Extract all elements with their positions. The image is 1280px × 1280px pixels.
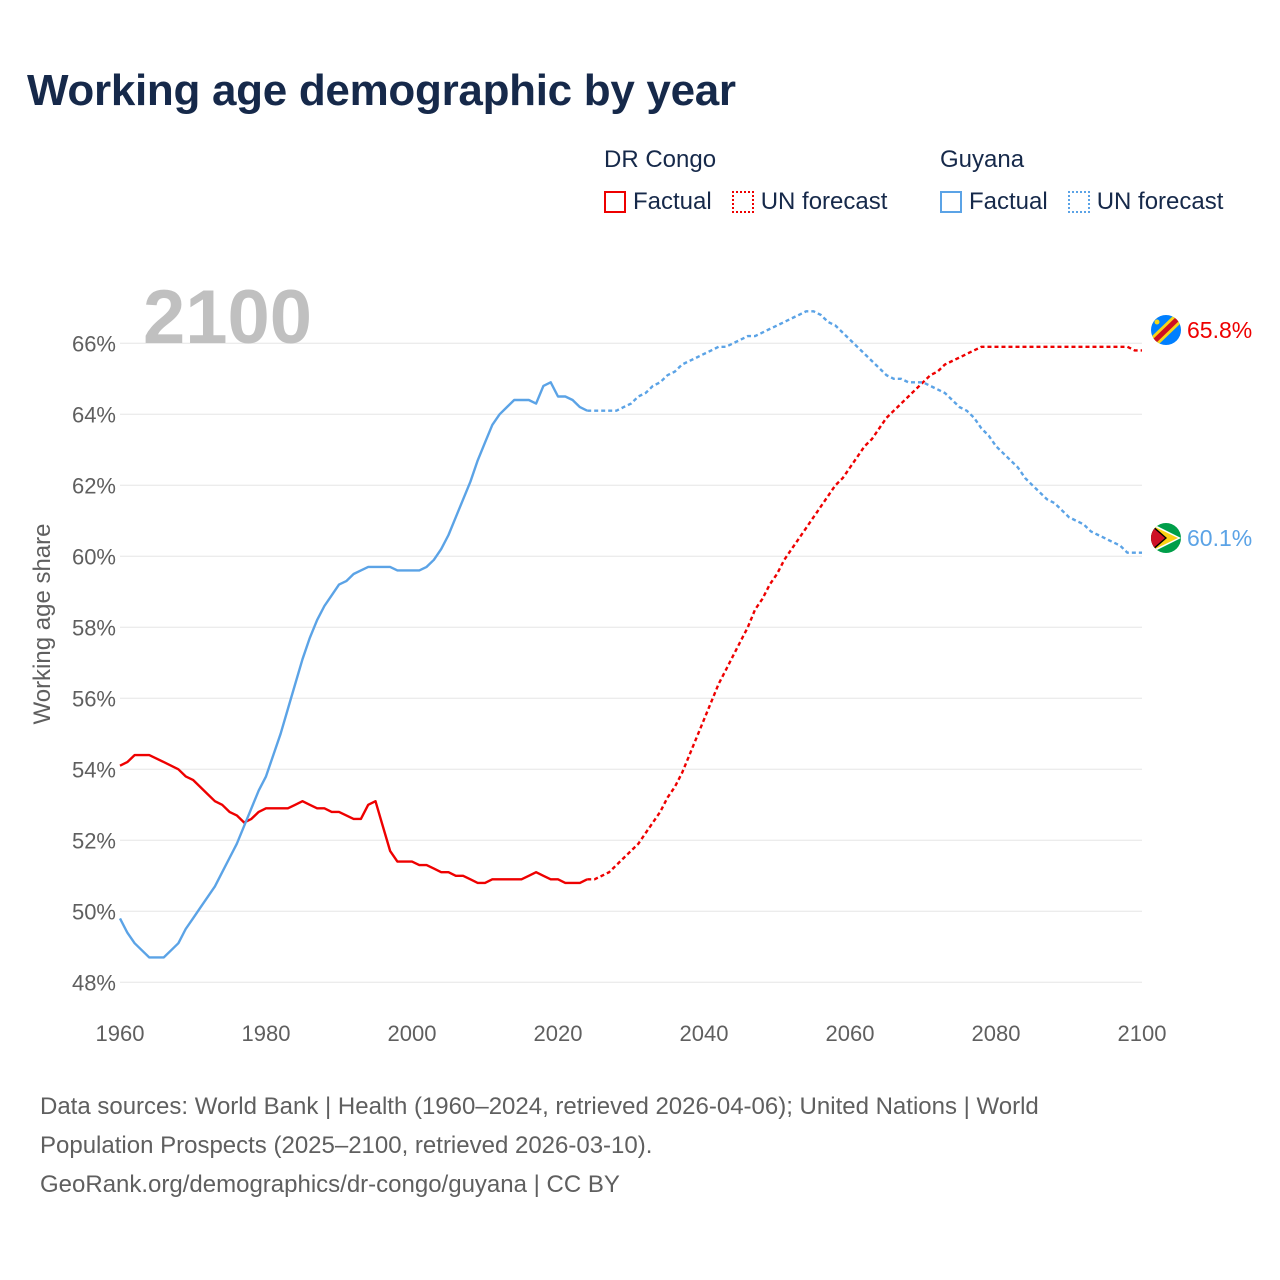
guyana-end-label: 60.1% [1187,525,1252,551]
y-tick-label: 64% [72,402,116,427]
legend-item-guyana-forecast[interactable]: UN forecast [1067,188,1224,216]
x-tick-label: 2040 [680,1021,729,1046]
x-tick-label: 1980 [242,1021,291,1046]
legend-group-guyana: Guyana Factual UN forecast [940,146,1243,216]
legend-label: UN forecast [760,188,888,215]
year-watermark: 2100 [143,275,312,360]
y-tick-label: 52% [72,828,116,853]
dr-congo-flag-icon [1151,315,1181,345]
guyana-forecast-line[interactable] [587,310,1142,554]
x-tick-label: 2000 [388,1021,437,1046]
legend-swatch-dotted [1067,191,1090,213]
legend-swatch-solid [940,191,962,213]
line-chart: 48% 50% 52% 54% 56% 58% 60% 62% 64% 66% 1960 1980 2… [29,275,1252,1046]
legend-label: Factual [633,188,712,215]
dr-congo-end-label: 65.8% [1187,317,1252,343]
x-tick-label: 2060 [826,1021,875,1046]
footer: Data sources: World Bank | Health (1960–… [40,1087,1150,1204]
x-tick-label: 2080 [972,1021,1021,1046]
guyana-flag-icon [1151,523,1181,553]
dr-congo-forecast-line[interactable] [587,345,1142,881]
y-tick-label: 62% [72,473,116,498]
y-tick-label: 60% [72,544,116,569]
x-tick-label: 2100 [1118,1021,1167,1046]
footer-credit[interactable]: GeoRank.org/demographics/dr-congo/guyana… [40,1171,620,1198]
y-tick-label: 54% [72,757,116,782]
y-tick-label: 48% [72,970,116,995]
footer-sources: Data sources: World Bank | Health (1960–… [40,1093,1039,1159]
legend-group-name: DR Congo [604,146,717,173]
legend-group-dr-congo: DR Congo Factual UN forecast [604,146,907,216]
legend-group-name: Guyana [940,146,1025,173]
legend-swatch-solid [604,191,626,213]
legend-item-dr-congo-forecast[interactable]: UN forecast [731,188,888,216]
legend-label: Factual [969,188,1048,215]
legend-swatch-dotted [731,191,754,213]
y-tick-label: 56% [72,686,116,711]
guyana-factual-line[interactable] [118,381,588,959]
x-tick-label: 1960 [96,1021,145,1046]
legend-item-dr-congo-factual[interactable]: Factual [604,188,712,216]
dr-congo-factual-line[interactable] [119,753,588,885]
x-tick-label: 2020 [534,1021,583,1046]
chart-title: Working age demographic by year [27,66,736,115]
y-tick-label: 66% [72,331,116,356]
legend-item-guyana-factual[interactable]: Factual [940,188,1048,216]
y-tick-label: 58% [72,615,116,640]
y-axis-label: Working age share [29,524,56,725]
y-tick-label: 50% [72,899,116,924]
legend-label: UN forecast [1096,188,1224,215]
